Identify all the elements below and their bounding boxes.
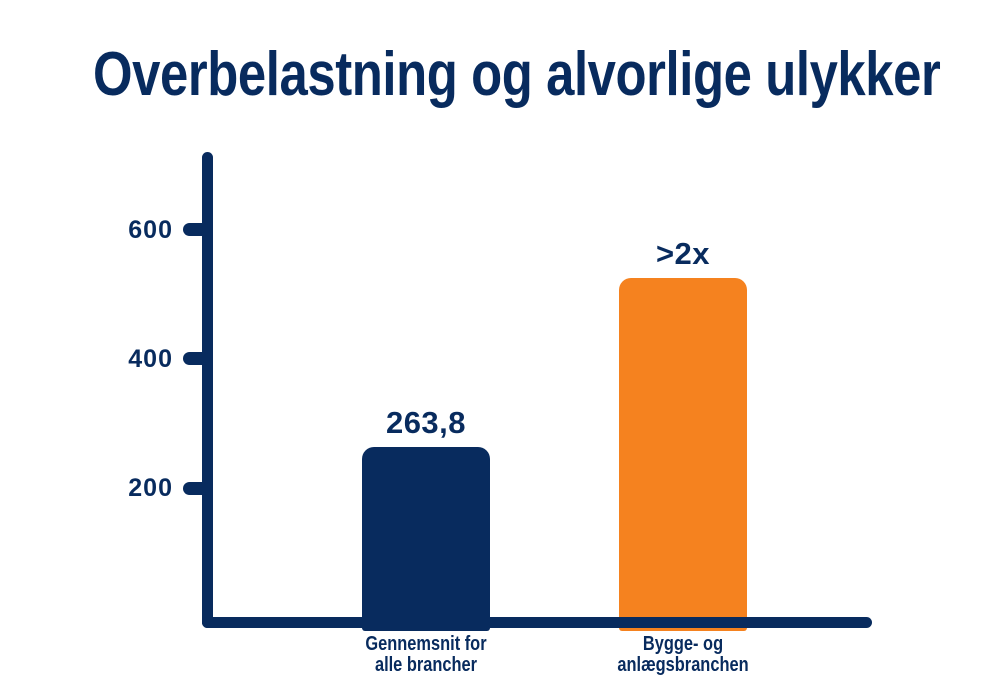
y-tick-label-200: 200 [128, 474, 173, 503]
bar-group-average: 263,8 Gennemsnit for alle brancher [362, 0, 490, 700]
category-label-line: Gennemsnit for [365, 633, 487, 655]
bar-value-label-average: 263,8 [385, 404, 467, 440]
y-tick-mark-400 [183, 352, 210, 366]
category-label-line: Bygge- og [642, 633, 724, 655]
category-label-construction: Bygge- og anlægsbranchen [576, 634, 789, 676]
bar-construction [619, 278, 747, 631]
y-axis-line [202, 152, 213, 628]
chart-title: Overbelastning og alvorlige ulykker [93, 40, 941, 109]
bar-value-label-construction: >2x [655, 236, 711, 271]
category-label-line: alle brancher [374, 654, 478, 676]
bar-group-construction: >2x Bygge- og anlægsbranchen [617, 0, 748, 700]
y-tick-mark-600 [183, 223, 210, 236]
bar-average [362, 446, 490, 631]
y-tick-label-600: 600 [128, 215, 173, 244]
y-tick-label-400: 400 [128, 344, 173, 373]
chart-title-wrap: Overbelastning og alvorlige ulykker [0, 42, 1000, 108]
y-tick-mark-200 [183, 481, 210, 495]
x-axis-line [202, 617, 872, 628]
category-label-average: Gennemsnit for alle brancher [319, 634, 532, 676]
category-label-line: anlægsbranchen [617, 654, 749, 676]
